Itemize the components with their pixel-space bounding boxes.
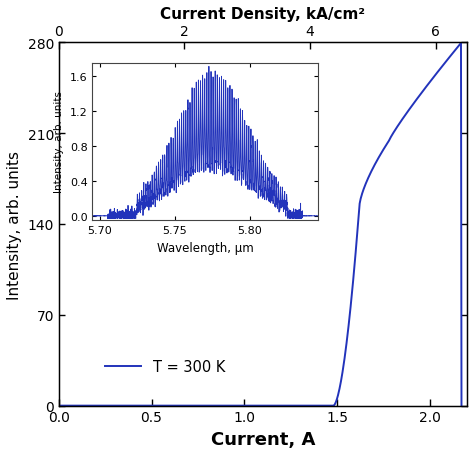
Legend: T = 300 K: T = 300 K [99,354,231,380]
X-axis label: Wavelength, μm: Wavelength, μm [156,241,254,254]
X-axis label: Current Density, kA/cm²: Current Density, kA/cm² [160,7,365,22]
X-axis label: Current, A: Current, A [211,430,315,448]
Y-axis label: Intensity, arb. units: Intensity, arb. units [54,91,64,193]
Y-axis label: Intensity, arb. units: Intensity, arb. units [7,150,22,299]
